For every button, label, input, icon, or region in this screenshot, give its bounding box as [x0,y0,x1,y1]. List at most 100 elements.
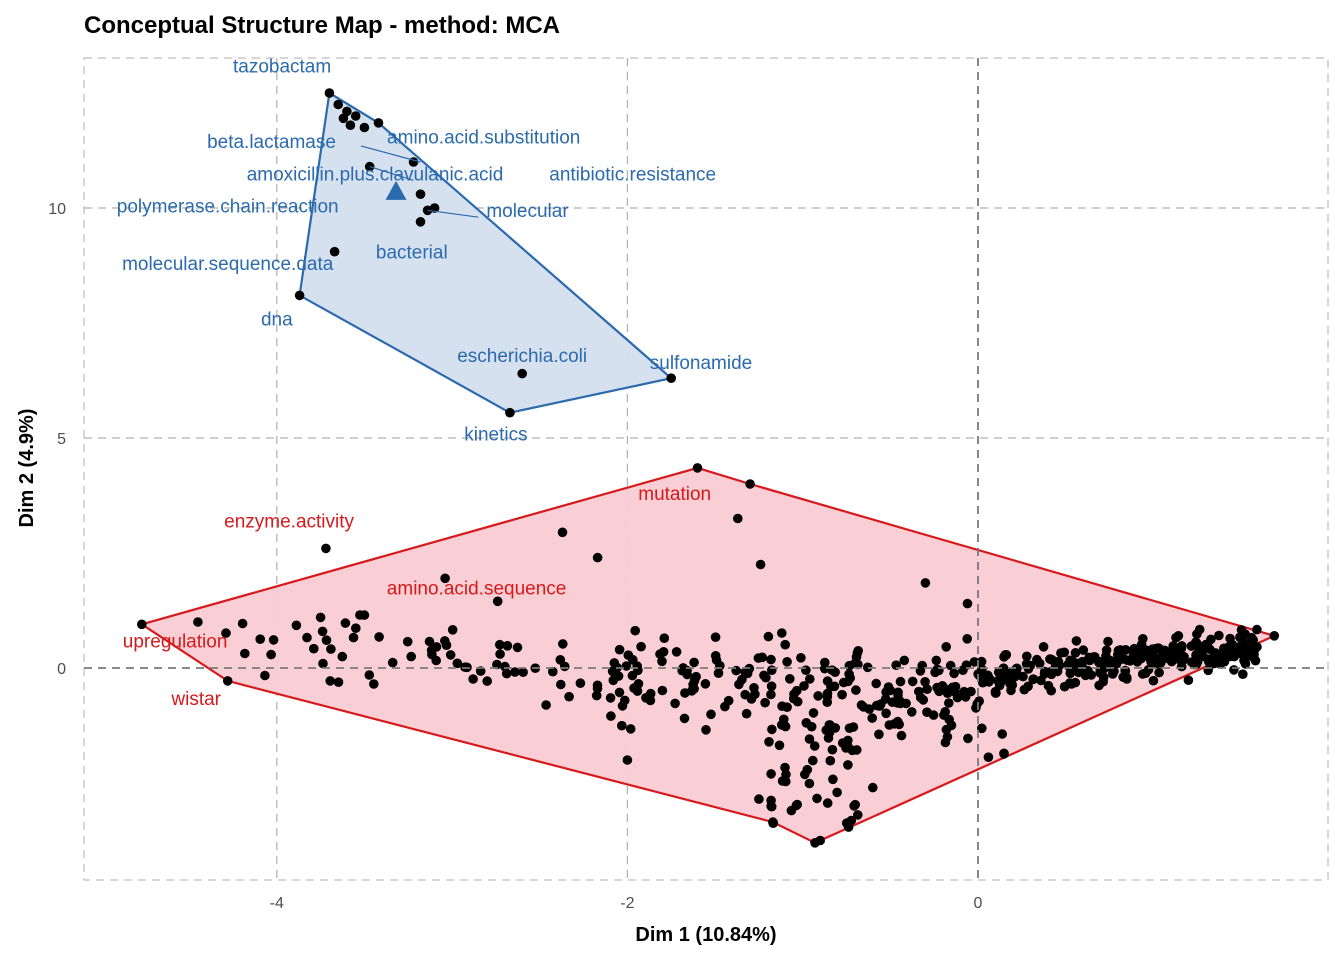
cluster-2-point [606,711,616,721]
cluster-2-point [822,676,833,686]
cluster-2-point [657,685,668,696]
cluster-2-point [1065,655,1075,666]
cluster-2-point [1204,657,1214,667]
cluster-2-point [337,651,348,662]
cluster-2-point [941,642,951,652]
cluster-2-point [990,688,1001,698]
cluster-2-point [1010,667,1021,678]
cluster-2-point [845,673,855,683]
cluster-2-point [193,617,203,627]
cluster-2-point [1070,648,1081,658]
cluster-2-point [1214,658,1224,668]
cluster-2-point [766,769,776,779]
x-axis-title: Dim 1 (10.84%) [635,924,776,946]
cluster-2-point [1071,636,1082,646]
cluster-2-point [881,708,891,719]
cluster-2-point [1078,645,1089,655]
cluster-2-point [963,733,973,744]
cluster-2-point [942,688,953,698]
cluster-2-point [944,714,954,725]
cluster-2-point [632,686,643,696]
cluster-2-point [810,838,820,848]
cluster-2-point [804,778,815,789]
cluster-1-point [373,118,384,128]
cluster-1-point [294,290,305,301]
cluster-2-point [843,822,854,832]
cluster-2-point [922,684,932,694]
cluster-2-point [958,665,968,675]
cluster-2-point [862,662,873,673]
cluster-2-point [983,672,994,683]
cluster-2-point [881,687,891,697]
cluster-2-point [899,655,910,666]
y-tick-label: 10 [48,201,66,218]
cluster-2-point [670,698,680,709]
cluster-2-point [713,668,724,678]
cluster-2-point [1173,631,1184,641]
cluster-2-point [1240,659,1251,669]
cluster-2-point [766,689,776,700]
cluster-2-point [1179,652,1189,662]
cluster-2-point [591,690,602,701]
cluster-1-point [415,217,426,227]
term-label: tazobactam [233,56,331,77]
cluster-2-point [1146,655,1156,665]
cluster-2-point [548,666,558,677]
cluster-2-point [374,632,384,642]
cluster-2-point [812,793,822,804]
cluster-2-point [1214,630,1224,641]
cluster-2-point [1183,675,1194,685]
cluster-2-point [607,666,618,677]
cluster-2-point [1064,678,1075,688]
term-label: escherichia.coli [457,346,587,367]
cluster-1-point [517,368,527,379]
cluster-2-point [791,800,802,811]
cluster-1-point [350,111,361,121]
cluster-2-point [853,659,863,670]
cluster-2-point [1001,650,1012,660]
cluster-2-point [931,655,942,666]
cluster-2-point [809,741,820,751]
cluster-2-point [767,665,777,675]
cluster-2-point [1056,648,1066,658]
cluster-2-point [940,707,950,717]
cluster-1-hull [298,91,674,414]
cluster-2-point [482,676,493,686]
cluster-2-point [1043,680,1054,691]
cluster-2-point [887,697,898,707]
cluster-2-point [1096,656,1107,667]
term-label: amoxicillin.plus.clavulanic.acid [247,164,504,185]
cluster-2-point [928,710,939,720]
cluster-2-point [907,707,917,717]
term-label: enzyme.activity [224,512,354,533]
cluster-2-point [558,639,568,649]
cluster-2-point [848,722,859,732]
leader-layer [360,145,479,218]
cluster-2-point [949,668,959,679]
cluster-2-point [867,713,877,723]
cluster-2-point [1269,631,1280,641]
cluster-2-point [302,632,312,643]
cluster-2-point [268,635,279,645]
cluster-2-point [1238,669,1248,679]
cluster-2-point [1098,676,1108,687]
cluster-2-point [892,716,903,727]
cluster-2-point [1049,665,1059,676]
cluster-2-point [679,713,690,724]
cluster-2-point [636,641,646,652]
cluster-2-point [315,612,326,623]
cluster-2-point [1038,642,1049,652]
x-tick-label: 0 [974,895,983,912]
term-label: dna [261,309,293,330]
cluster-2-point [692,463,703,473]
cluster-2-point [780,721,791,732]
cluster-2-point [969,657,980,667]
cluster-2-point [1168,641,1179,651]
cluster-2-point [761,672,771,683]
label-layer: tazobactam beta.lactamase amino.acid.subst… [117,56,752,709]
term-label: polymerase.chain.reaction [117,197,339,218]
cluster-2-point [1129,646,1140,657]
cluster-2-point [510,667,520,677]
cluster-2-point [1025,660,1036,671]
